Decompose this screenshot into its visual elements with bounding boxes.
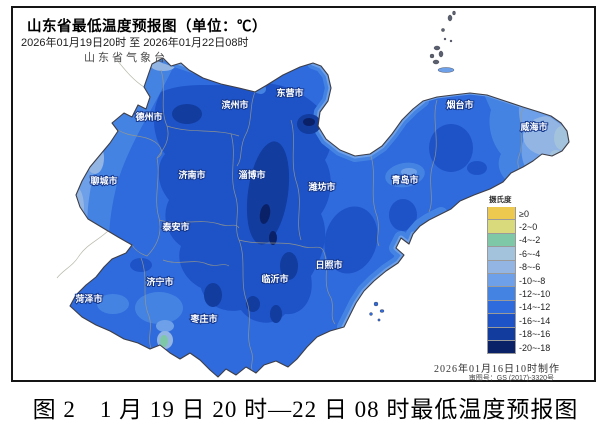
province-outline [69,57,570,378]
legend-row: ≥0 [487,207,550,221]
city-label-jining: 济宁市 [146,276,173,287]
city-label-liaocheng: 聊城市 [90,175,117,186]
legend-swatch [487,340,516,355]
legend-row: -2~0 [487,220,550,234]
city-label-jinan: 济南市 [178,169,205,180]
legend-label: -18~-16 [519,329,551,340]
legend-row: -6~-4 [487,247,550,261]
city-label-rizhao: 日照市 [315,259,342,270]
map-date-range: 2026年01月19日20时 至 2026年01月22日08时 [21,37,249,49]
forecast-map-figure: 德州市 滨州市 东营市 烟台市 威海市 聊城市 济南市 淄博市 潍坊市 青岛市 … [11,6,596,382]
legend: 摄氏度 ≥0 -2~0 -4~-2 -6~-4 -8~-6 -10~-8 -12… [487,194,551,355]
legend-swatch [487,314,516,328]
legend-row: -10~-8 [487,273,550,288]
production-note: 2026年01月16日10时制作 [434,364,560,375]
legend-swatch [487,260,516,274]
legend-swatch [487,273,516,288]
legend-swatch [487,233,516,248]
city-label-dezhou: 德州市 [135,111,162,122]
city-label-qingdao: 青岛市 [391,174,418,185]
city-label-heze: 菏泽市 [75,293,102,304]
legend-label: ≥0 [519,208,529,219]
legend-swatch [487,300,516,315]
city-label-zaozhuang: 枣庄市 [189,313,217,324]
figure-caption: 图 2 1 月 19 日 20 时—22 日 08 时最低温度预报图 [32,397,579,422]
legend-label: -14~-12 [519,302,551,313]
city-label-taian: 泰安市 [161,221,189,232]
city-label-zibo: 淄博市 [238,169,265,180]
legend-swatch [487,207,516,221]
map-title: 山东省最低温度预报图（单位：℃） [27,19,267,35]
city-label-weihai: 威海市 [520,121,547,132]
city-label-weifang: 潍坊市 [308,181,335,192]
city-boundary-lines [117,69,524,373]
outer-boundary-lines [56,59,145,279]
legend-swatch [487,247,516,261]
legend-label: -6~-4 [519,248,541,259]
legend-row: -8~-6 [487,260,550,274]
legend-swatch [487,327,516,341]
city-label-binzhou: 滨州市 [221,99,248,110]
legend-label: -20~-18 [519,342,551,353]
city-labels: 德州市 滨州市 东营市 烟台市 威海市 聊城市 济南市 淄博市 潍坊市 青岛市 … [74,86,548,325]
legend-label: -16~-14 [519,315,551,326]
legend-swatch [487,220,516,234]
legend-row: -18~-16 [487,327,551,341]
legend-row: -14~-12 [487,300,551,315]
legend-title: 摄氏度 [489,195,512,204]
legend-label: -8~-6 [519,262,541,273]
city-label-linyi: 临沂市 [261,273,288,284]
city-label-dongying: 东营市 [276,87,303,98]
legend-label: -2~0 [519,222,538,233]
legend-label: -4~-2 [519,235,541,246]
island-dots [369,10,456,322]
legend-row: -4~-2 [487,233,550,248]
license-note: 审图号：GS (2017)-3320号 [468,375,554,382]
legend-row: -12~-10 [487,287,551,301]
legend-row: -16~-14 [487,314,551,328]
map-agency: 山东省气象台 [84,52,168,64]
legend-row: -20~-18 [487,340,551,355]
shandong-map-canvas: 德州市 滨州市 东营市 烟台市 威海市 聊城市 济南市 淄博市 潍坊市 青岛市 … [56,10,570,378]
legend-swatch [487,287,516,301]
legend-label: -12~-10 [519,289,551,300]
city-label-yantai: 烟台市 [446,99,473,110]
legend-label: -10~-8 [519,275,546,286]
